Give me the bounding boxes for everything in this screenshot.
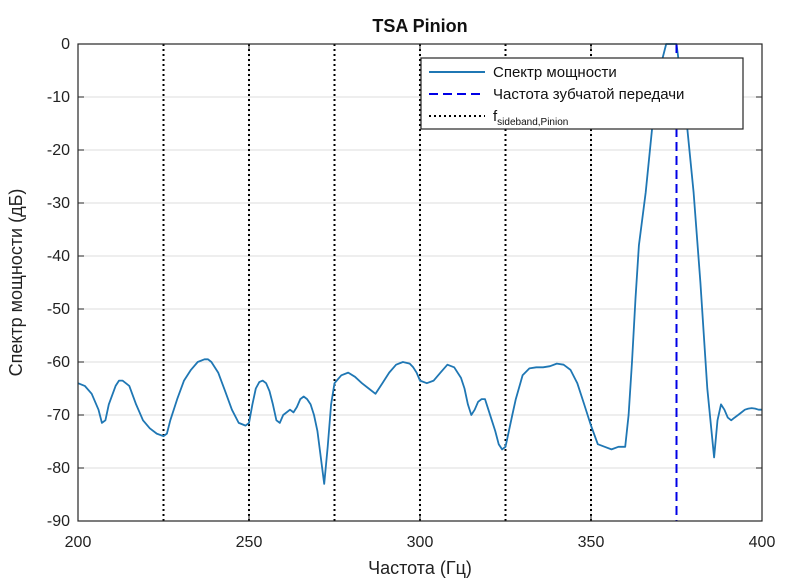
y-tick-label: -70 xyxy=(47,407,70,424)
y-tick-label: -90 xyxy=(47,513,70,530)
x-tick-label: 350 xyxy=(578,534,605,551)
ticks-layer: 0 -10 -20 -30 -40 -50 -60 -70 -80 -90 200 250 300 350… xyxy=(47,36,776,551)
y-tick-label: -20 xyxy=(47,142,70,159)
y-tick-label: -80 xyxy=(47,460,70,477)
x-tick-label: 300 xyxy=(407,534,434,551)
y-tick-label: -60 xyxy=(47,354,70,371)
y-tick-label: -50 xyxy=(47,301,70,318)
y-axis-label: Спектр мощности (дБ) xyxy=(6,189,26,377)
x-tick-label: 200 xyxy=(65,534,92,551)
legend-label-sideband: fsideband,Pinion xyxy=(493,108,568,128)
y-tick-label: 0 xyxy=(61,36,70,53)
y-tick-label: -40 xyxy=(47,248,70,265)
legend: Спектр мощности Частота зубчатой передач… xyxy=(420,57,744,130)
y-tick-label: -10 xyxy=(47,89,70,106)
legend-label-sideband-base: f xyxy=(493,108,498,125)
legend-label-sideband-subscript: sideband,Pinion xyxy=(497,117,568,128)
x-tick-label: 400 xyxy=(749,534,776,551)
x-axis-label: Частота (Гц) xyxy=(368,558,472,578)
chart-title: TSA Pinion xyxy=(372,16,467,36)
legend-label-gear-mesh: Частота зубчатой передачи xyxy=(493,86,684,103)
legend-label-spectrum: Спектр мощности xyxy=(493,64,617,81)
y-tick-label: -30 xyxy=(47,195,70,212)
x-tick-label: 250 xyxy=(236,534,263,551)
